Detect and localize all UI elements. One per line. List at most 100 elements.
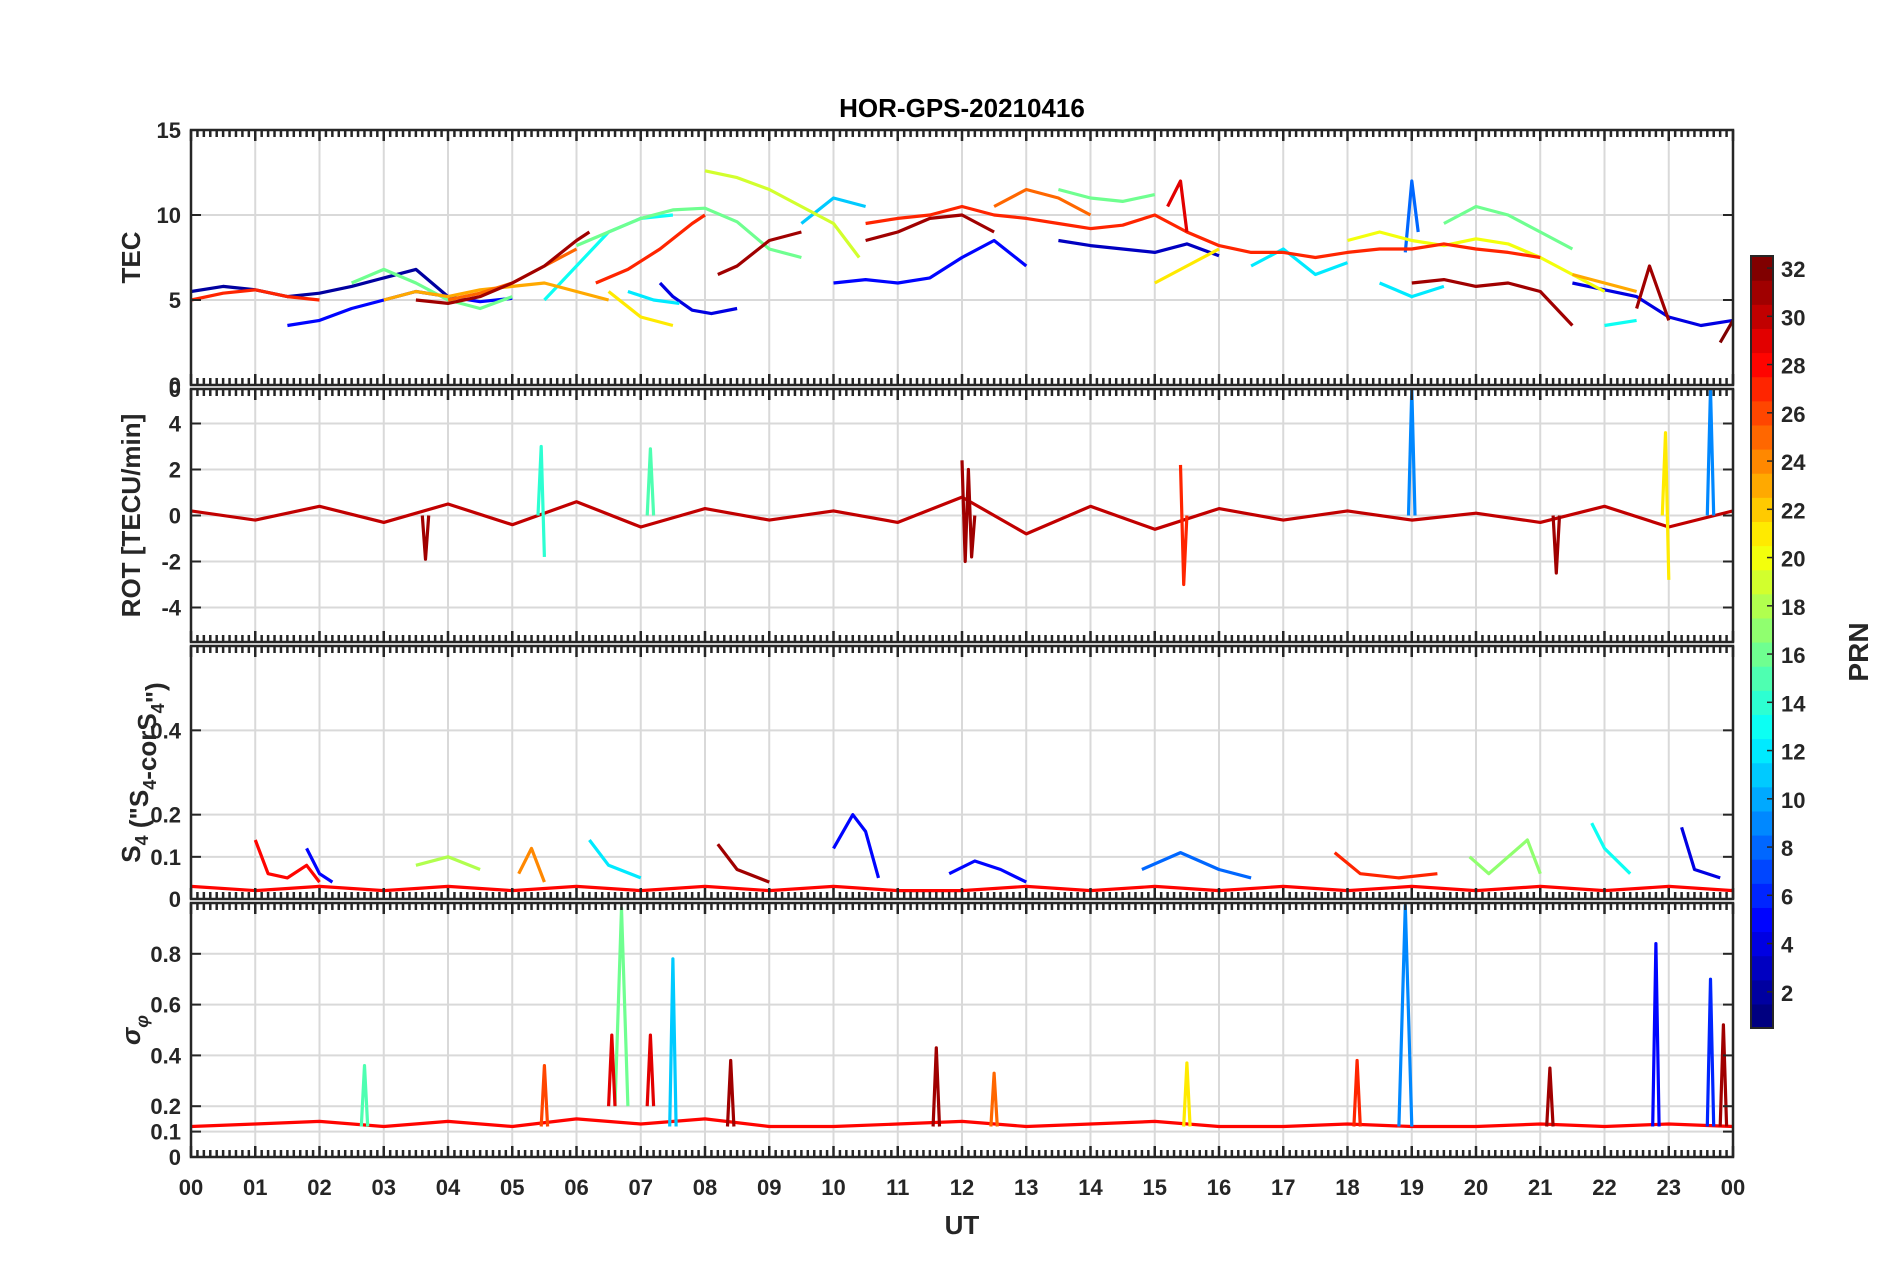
x-tick-label: 21 xyxy=(1528,1175,1552,1200)
x-axis-label: UT xyxy=(945,1210,980,1240)
y-tick-label: 0.8 xyxy=(150,942,181,967)
series-line-prn-31 xyxy=(717,230,802,276)
x-tick-label: 22 xyxy=(1592,1175,1616,1200)
series-line-prn-12 xyxy=(1250,247,1349,277)
colorbar-cell-10 xyxy=(1751,786,1773,812)
x-tick-label: 04 xyxy=(436,1175,461,1200)
colorbar-label: PRN xyxy=(1843,622,1874,681)
y-tick-label: 0.4 xyxy=(150,718,181,743)
series-line-prn-31 xyxy=(1718,1023,1729,1127)
series-line-prn-31 xyxy=(865,213,995,243)
y-tick-label: 0.1 xyxy=(150,845,181,870)
series-line-prn-31 xyxy=(725,1058,736,1127)
colorbar-cell-20 xyxy=(1751,545,1773,571)
x-tick-label: 14 xyxy=(1078,1175,1103,1200)
x-tick-label: 20 xyxy=(1464,1175,1488,1200)
series-line-prn-24 xyxy=(517,846,546,883)
y-tick-label: 0 xyxy=(169,1145,181,1170)
series-line-prn-27 xyxy=(595,213,706,285)
series-line-prn-31 xyxy=(960,460,977,564)
colorbar-cell-4 xyxy=(1751,931,1773,957)
series-line-prn-31 xyxy=(931,1046,942,1127)
series-line-prn-3 xyxy=(1058,238,1220,258)
panel-s4: 0 0.1 0.2 0.4S4 ("S4-corS4") xyxy=(116,644,1735,912)
series-line-prn-4 xyxy=(658,281,738,316)
x-tick-labels: 00 01 02 03 04 05 06 07 08 09 10 11 12 13 14 15 16 17 18 19… xyxy=(179,1175,1745,1200)
series-line-prn-27 xyxy=(865,204,1541,260)
x-tick-label: 17 xyxy=(1271,1175,1295,1200)
series-line-prn-13 xyxy=(1604,318,1637,328)
y-axis-label: ROT [TECU/min] xyxy=(116,414,146,618)
series-line-prn-21 xyxy=(607,290,674,328)
series-line-prn-28 xyxy=(191,1117,1733,1129)
series-line-prn-9 xyxy=(1705,389,1716,516)
series-line-prn-21 xyxy=(1154,247,1220,285)
series-line-prn-12 xyxy=(627,289,680,305)
series-line-prn-12 xyxy=(1378,281,1445,299)
colorbar-frame xyxy=(1750,255,1774,1029)
colorbar-cell-7 xyxy=(1751,859,1773,884)
series-line-prn-26 xyxy=(539,1063,550,1127)
y-tick-label: 0.6 xyxy=(150,993,181,1018)
y-tick-label: 10 xyxy=(157,203,181,228)
series-line-prn-29 xyxy=(1166,179,1189,233)
x-tick-label: 10 xyxy=(821,1175,845,1200)
x-tick-label: 08 xyxy=(693,1175,717,1200)
x-tick-label: 09 xyxy=(757,1175,781,1200)
series-group xyxy=(191,389,1733,587)
series-line-prn-5 xyxy=(948,859,1028,884)
colorbar-tick-label: 2 xyxy=(1781,981,1793,1006)
series-line-prn-15 xyxy=(359,1063,370,1127)
colorbar-tick-label: 18 xyxy=(1781,595,1805,620)
y-tick-label: 0.4 xyxy=(150,1043,181,1068)
colorbar-cell-19 xyxy=(1751,569,1773,595)
colorbar-cell-31 xyxy=(1751,280,1773,305)
y-tick-label: 0.2 xyxy=(150,1094,181,1119)
colorbar-cell-14 xyxy=(1751,690,1773,715)
colorbar-tick-label: 24 xyxy=(1781,450,1806,475)
y-tick-label: 0 xyxy=(169,887,181,912)
series-line-prn-4 xyxy=(1680,826,1721,880)
colorbar-cell-18 xyxy=(1751,593,1773,619)
colorbar-tick-label: 8 xyxy=(1781,836,1793,861)
series-line-prn-8 xyxy=(1141,850,1252,880)
series-line-prn-23 xyxy=(1571,272,1638,294)
y-tick-label: 15 xyxy=(157,118,181,143)
series-line-prn-29 xyxy=(607,1033,617,1107)
series-line-prn-32 xyxy=(1718,319,1733,344)
series-line-prn-14 xyxy=(536,444,546,557)
series-group xyxy=(191,903,1733,1129)
x-tick-label: 07 xyxy=(629,1175,653,1200)
chart-title: HOR-GPS-20210416 xyxy=(839,93,1085,123)
panel-tec: 0 5 10 15 TEC xyxy=(116,118,1735,398)
x-tick-label: 23 xyxy=(1657,1175,1681,1200)
series-line-prn-11 xyxy=(668,957,678,1127)
panel-rot: -4 -2 0 2 4 0 ROT [TECU/min] xyxy=(116,377,1735,644)
y-axis-label: S4 ("S4-corS4") xyxy=(116,682,170,862)
x-tick-label: 01 xyxy=(243,1175,267,1200)
colorbar-cell-25 xyxy=(1751,424,1773,450)
colorbar-tick-label: 12 xyxy=(1781,740,1805,765)
colorbar-tick-label: 4 xyxy=(1781,933,1794,958)
series-line-prn-16 xyxy=(350,267,513,311)
series-line-prn-5 xyxy=(1651,941,1661,1127)
x-tick-label: 03 xyxy=(372,1175,396,1200)
colorbar-cell-22 xyxy=(1751,497,1773,522)
series-line-prn-29 xyxy=(645,1033,656,1107)
y-tick-label: 4 xyxy=(169,412,182,437)
y-tick-label: 0.2 xyxy=(150,803,181,828)
colorbar-cell-23 xyxy=(1751,473,1773,498)
colorbar-cell-26 xyxy=(1751,400,1773,426)
colorbar-cell-8 xyxy=(1751,835,1773,860)
series-line-prn-18 xyxy=(415,855,481,871)
y-axis-label: σφ xyxy=(116,1015,152,1045)
y-tick-label: 2 xyxy=(169,458,181,483)
series-line-prn-27 xyxy=(1333,851,1438,880)
series-line-prn-19 xyxy=(704,169,861,259)
x-tick-label: 02 xyxy=(307,1175,331,1200)
series-line-prn-11 xyxy=(800,196,867,225)
series-line-prn-16 xyxy=(1443,204,1574,251)
x-tick-label: 13 xyxy=(1014,1175,1038,1200)
series-line-prn-31 xyxy=(1411,278,1574,327)
